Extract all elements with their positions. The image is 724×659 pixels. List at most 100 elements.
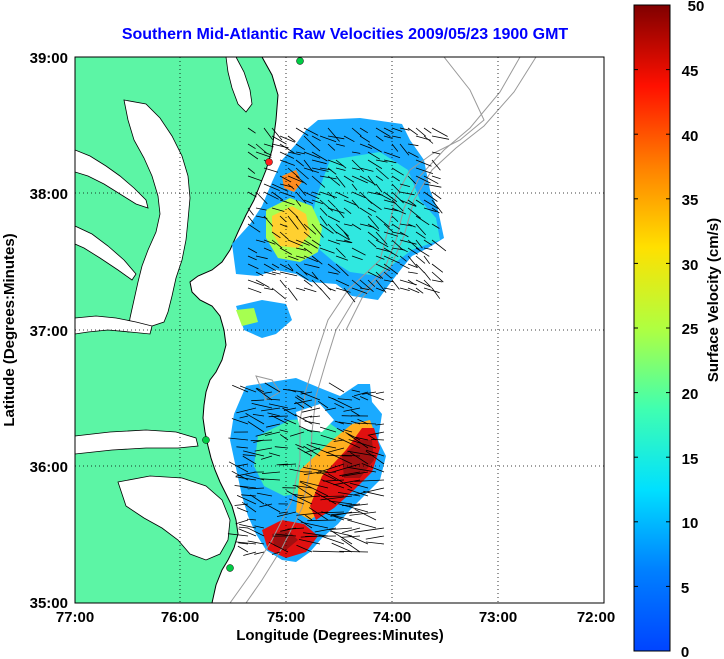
current-vector xyxy=(375,287,385,292)
current-vector xyxy=(263,183,280,191)
current-vector xyxy=(271,183,289,192)
current-vector xyxy=(237,545,249,553)
current-vector xyxy=(296,511,329,516)
current-vector xyxy=(295,287,306,291)
current-vector xyxy=(265,431,281,436)
current-vector xyxy=(242,455,257,465)
current-vector xyxy=(310,442,337,449)
y-axis-label: Latitude (Degrees:Minutes) xyxy=(1,233,18,426)
current-vector xyxy=(363,490,385,497)
current-vector xyxy=(407,279,416,286)
current-vector xyxy=(367,175,376,186)
current-vector xyxy=(336,427,345,433)
current-vector xyxy=(303,239,318,249)
current-vector xyxy=(359,279,374,293)
current-vector xyxy=(264,503,281,513)
current-vector xyxy=(335,159,347,169)
current-vector xyxy=(399,239,417,245)
current-vector xyxy=(289,431,305,437)
colorbar-tick-label: 15 xyxy=(682,451,699,468)
current-vector xyxy=(235,476,257,481)
current-vector xyxy=(254,525,265,529)
current-vector xyxy=(295,183,307,196)
current-vector xyxy=(375,191,392,201)
x-axis-label: Longitude (Degrees:Minutes) xyxy=(236,627,444,644)
station-marker xyxy=(226,564,234,572)
plot-frame xyxy=(74,56,605,604)
current-vector xyxy=(279,231,289,240)
current-vector xyxy=(241,494,257,497)
current-vector xyxy=(431,263,444,273)
current-vector xyxy=(423,175,439,185)
current-vector xyxy=(351,255,363,261)
current-vector xyxy=(331,511,361,516)
current-vector xyxy=(359,287,370,291)
current-vector xyxy=(287,175,304,183)
current-vector xyxy=(375,263,390,271)
colorbar-tick-label: 25 xyxy=(682,321,699,338)
current-vector xyxy=(297,518,313,529)
current-vector xyxy=(247,540,265,545)
current-vector xyxy=(300,480,329,489)
current-vector xyxy=(343,287,356,303)
current-vector xyxy=(351,389,361,393)
current-vector xyxy=(349,503,369,507)
x-tick-label: 76:00 xyxy=(161,609,199,626)
current-vector xyxy=(423,135,434,144)
current-vector xyxy=(338,437,361,449)
current-vector xyxy=(247,527,265,537)
current-vector xyxy=(247,175,263,182)
current-vector xyxy=(320,434,337,441)
current-vector xyxy=(391,143,399,152)
current-vector xyxy=(266,398,281,401)
current-vector xyxy=(335,223,349,237)
current-vector xyxy=(351,175,368,184)
current-vector xyxy=(329,500,353,505)
current-vector xyxy=(383,255,401,264)
current-vector xyxy=(246,518,257,521)
current-vector xyxy=(383,151,401,159)
current-vector xyxy=(263,247,272,252)
current-vector xyxy=(264,391,273,394)
current-vector xyxy=(261,471,281,474)
current-vector xyxy=(279,191,296,198)
current-vector xyxy=(333,439,345,442)
current-vector xyxy=(279,199,295,206)
current-vector xyxy=(295,215,308,231)
current-vector xyxy=(365,541,385,545)
current-vector xyxy=(311,159,327,165)
current-vector xyxy=(228,437,249,441)
current-vector xyxy=(279,263,294,272)
current-vector xyxy=(294,484,313,497)
current-vector xyxy=(271,207,285,212)
current-vector xyxy=(375,175,384,181)
current-vector xyxy=(300,521,329,529)
current-vector xyxy=(303,191,320,200)
current-vector xyxy=(335,167,346,171)
current-vector xyxy=(271,239,283,249)
current-vector xyxy=(347,519,377,529)
current-vector xyxy=(303,287,317,293)
current-vector xyxy=(282,388,305,393)
current-vector xyxy=(341,454,361,457)
current-vector xyxy=(271,263,280,269)
current-vector xyxy=(383,271,392,279)
current-vector xyxy=(282,407,297,417)
current-vector xyxy=(311,151,328,162)
current-vector xyxy=(343,239,353,243)
current-vector xyxy=(319,175,337,180)
current-vector xyxy=(319,167,332,171)
current-vector xyxy=(259,503,273,508)
current-vector xyxy=(303,445,321,457)
current-vector xyxy=(375,423,385,426)
current-vector xyxy=(303,159,314,172)
current-vector xyxy=(247,255,257,261)
current-vector xyxy=(319,215,328,227)
current-vector xyxy=(279,463,297,466)
current-vector xyxy=(354,527,385,533)
current-vector xyxy=(287,167,300,179)
current-vector xyxy=(302,415,313,419)
current-vector xyxy=(391,183,401,193)
current-vector xyxy=(367,279,376,287)
current-vector xyxy=(267,412,281,417)
